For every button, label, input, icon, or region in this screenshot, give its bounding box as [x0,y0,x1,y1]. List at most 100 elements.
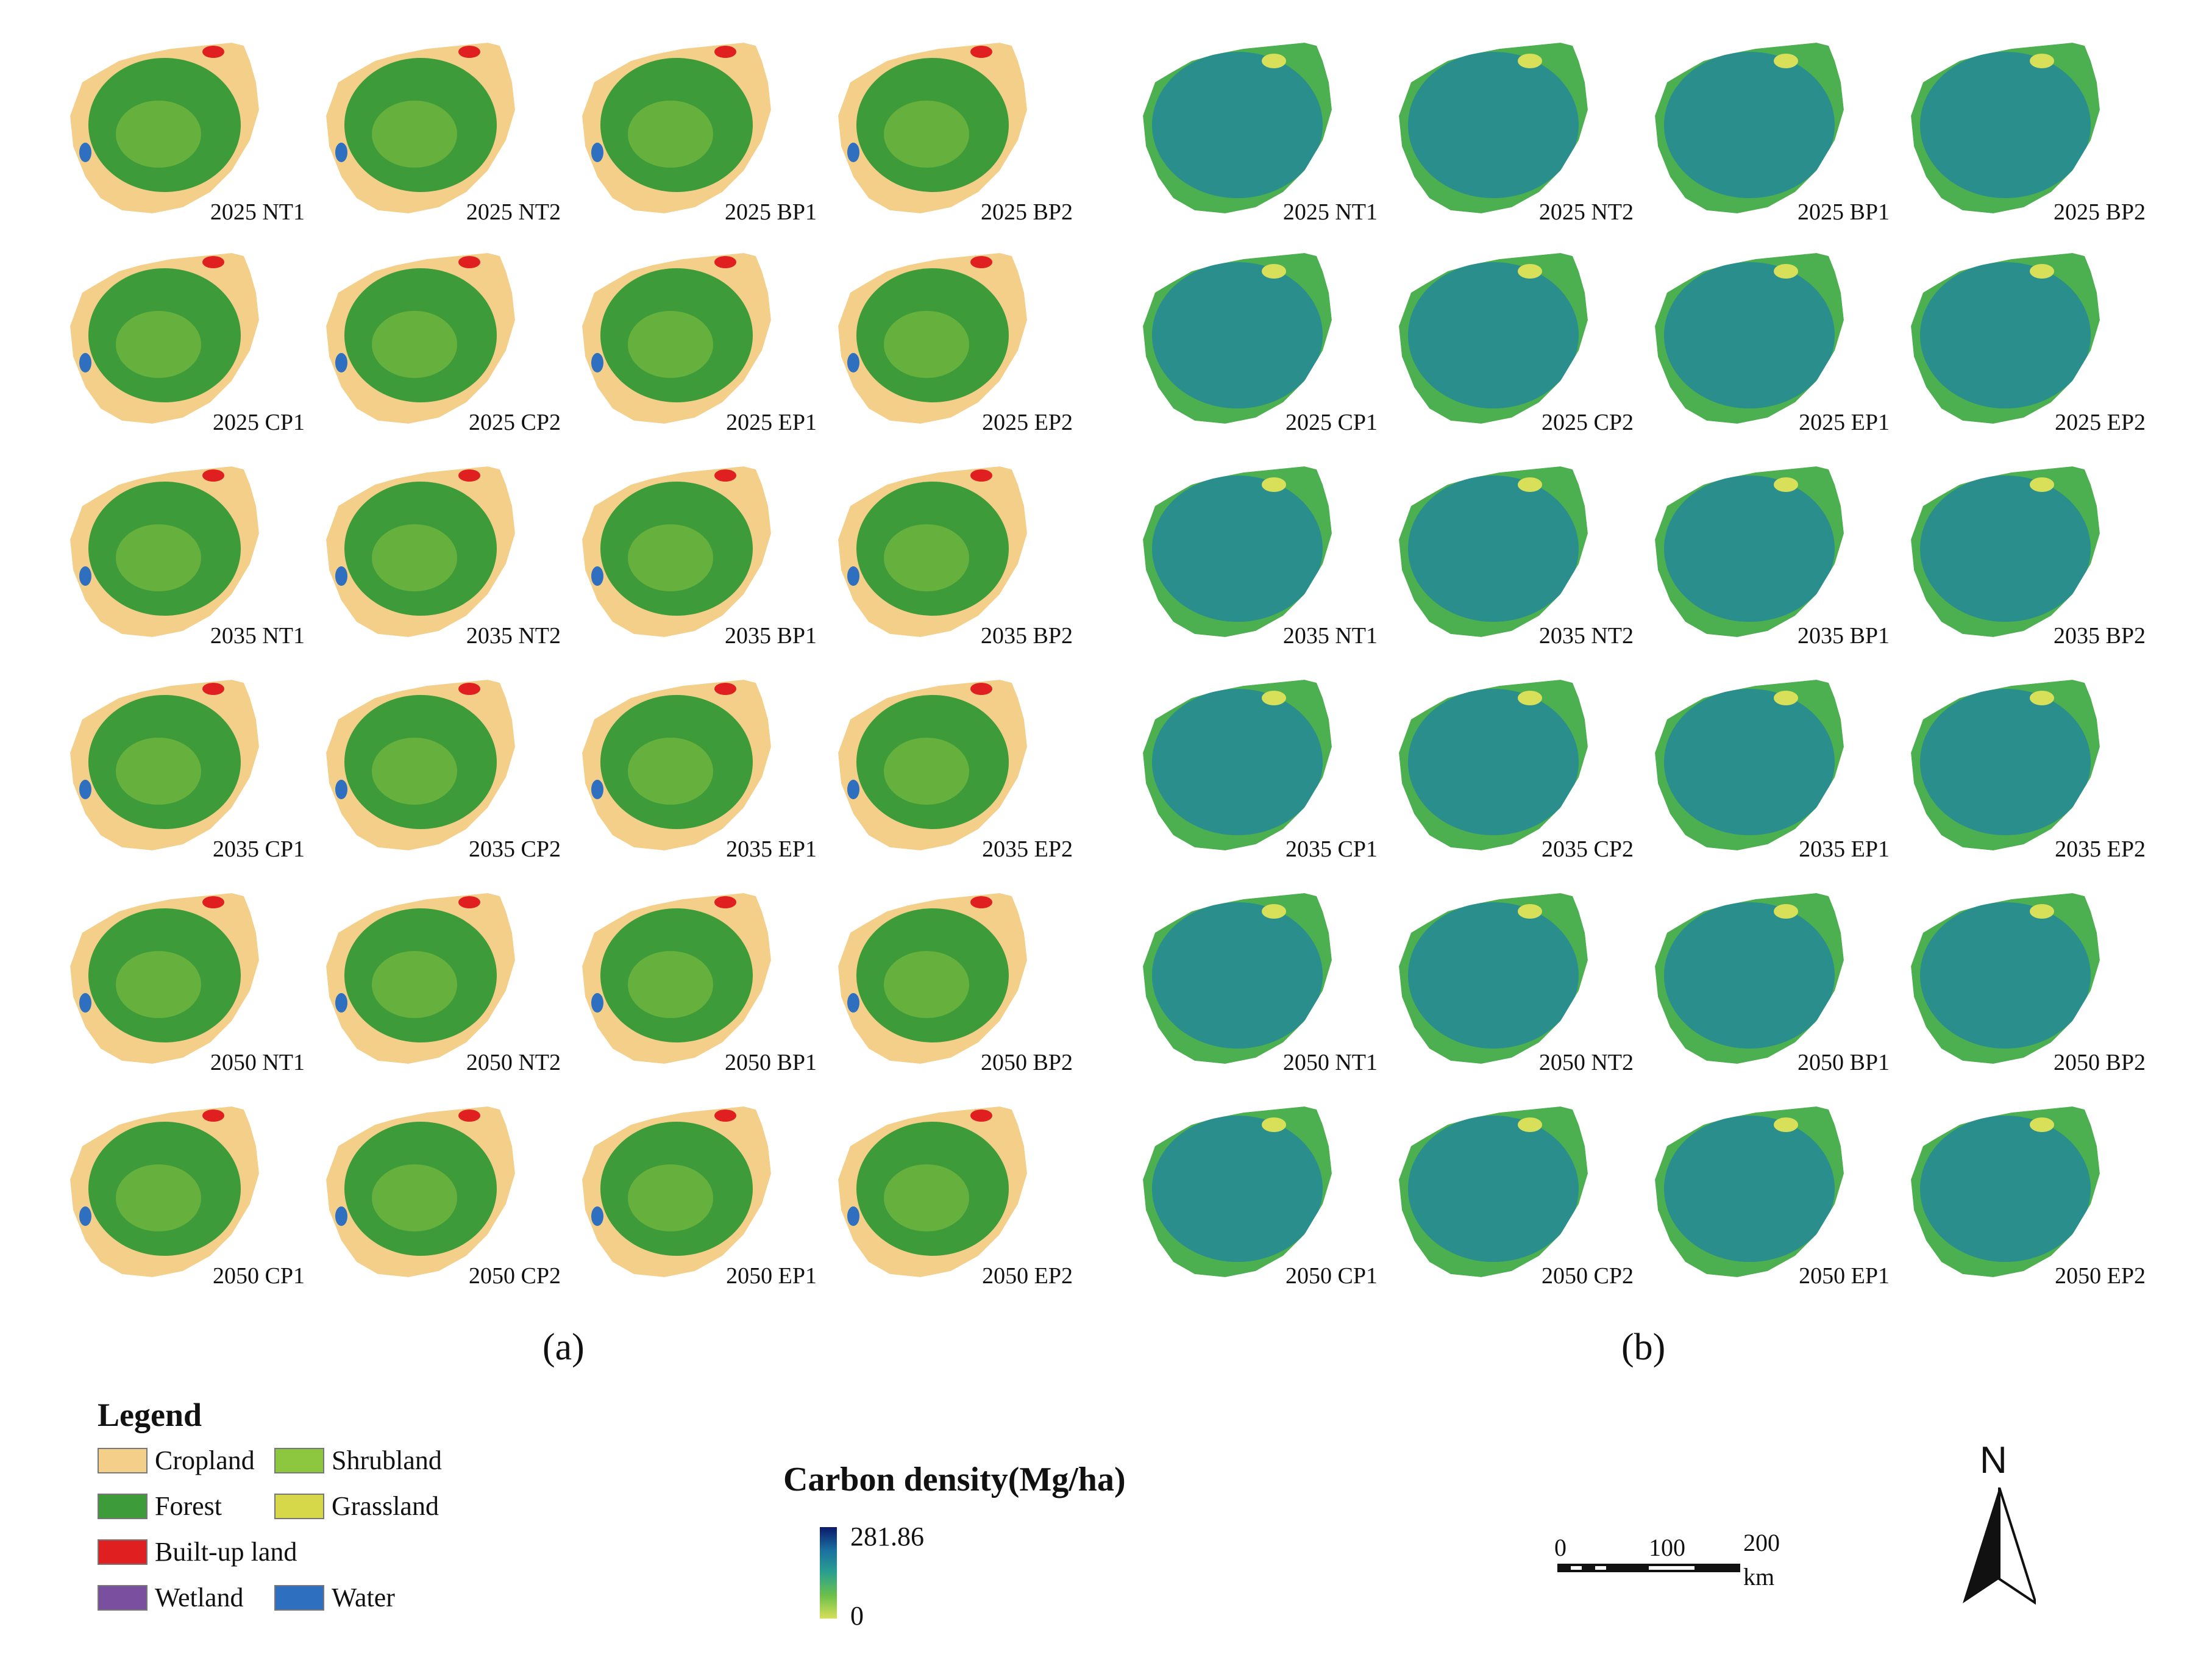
carbon-density-island-map [1911,253,2100,424]
carbon-density-map-cell: 2035 BP2 [1890,448,2146,655]
builtup-swatch [98,1539,148,1565]
land-use-island-map [326,253,515,424]
land-use-map-caption: 2035 CP1 [213,836,305,862]
land-use-island-map [326,43,515,213]
legend-item-builtup: Built-up land [98,1536,297,1567]
carbon-density-map-caption: 2025 BP1 [1798,199,1890,225]
land-use-map-cell: 2025 NT2 [305,24,561,232]
carbon-density-map-cell: 2050 EP2 [1890,1088,2146,1295]
carbon-density-island-map [1143,466,1332,637]
carbon-density-map-cell: 2035 CP2 [1378,661,1634,869]
land-use-map-caption: 2035 EP1 [726,836,817,862]
carbon-density-map-caption: 2050 NT1 [1282,1050,1378,1075]
carbon-density-map-cell: 2035 NT2 [1378,448,1634,655]
carbon-density-map-caption: 2050 CP1 [1286,1263,1378,1289]
carbon-density-map-cell: 2050 BP1 [1634,875,1890,1082]
land-use-island-map [582,43,771,213]
land-use-island-map [326,1106,515,1277]
carbon-density-island-map [1143,253,1332,424]
carbon-legend-title: Carbon density(Mg/ha) [783,1461,1126,1498]
carbon-min-label: 0 [850,1601,864,1631]
carbon-density-map-cell: 2050 NT1 [1122,875,1378,1082]
land-use-island-map [582,680,771,850]
panel-a-label: (a) [542,1327,585,1368]
land-use-map-cell: 2025 CP2 [305,235,561,442]
land-use-island-map [838,466,1027,637]
carbon-density-map-caption: 2025 NT2 [1538,199,1634,225]
carbon-density-island-map [1911,1106,2100,1277]
carbon-density-map-cell: 2035 EP2 [1890,661,2146,869]
carbon-density-map-cell: 2035 CP1 [1122,661,1378,869]
carbon-density-island-map [1143,680,1332,850]
legend-item-grassland: Grassland [274,1491,439,1522]
carbon-density-map-cell: 2035 EP1 [1634,661,1890,869]
scale-bar: 0 100 200 km [1554,1529,1810,1606]
land-use-legend: Legend Cropland Shrubland Forest Grassla… [98,1396,536,1640]
carbon-density-island-map [1655,253,1844,424]
carbon-density-map-caption: 2050 BP2 [2054,1050,2146,1075]
land-use-map-caption: 2035 BP2 [981,623,1073,649]
shrubland-swatch [274,1447,324,1473]
land-use-map-caption: 2025 BP1 [725,199,817,225]
carbon-density-map-cell: 2025 NT1 [1122,24,1378,232]
land-use-map-cell: 2050 NT1 [49,875,305,1082]
land-use-island-map [582,466,771,637]
legend-label: Grassland [332,1491,439,1521]
cropland-swatch [98,1447,148,1473]
carbon-density-island-map [1399,680,1588,850]
carbon-density-map-cell: 2035 NT1 [1122,448,1378,655]
land-use-map-caption: 2025 NT2 [466,199,561,225]
carbon-color-ramp [820,1527,837,1619]
land-use-map-caption: 2035 CP2 [469,836,561,862]
land-use-map-cell: 2035 NT2 [305,448,561,655]
carbon-density-island-map [1399,1106,1588,1277]
carbon-density-island-map [1143,1106,1332,1277]
legend-item-cropland: Cropland [98,1445,255,1476]
panel-b-label: (b) [1621,1327,1666,1368]
grassland-swatch [274,1493,324,1519]
carbon-density-map-cell: 2050 CP1 [1122,1088,1378,1295]
legend-item-forest: Forest [98,1491,222,1522]
carbon-density-map-caption: 2025 CP2 [1542,410,1634,435]
land-use-map-cell: 2050 BP1 [561,875,817,1082]
scale-tick-100: 100 [1649,1534,1685,1561]
scale-bar-graphic [1557,1564,1740,1572]
land-use-island-map [582,253,771,424]
land-use-map-caption: 2035 NT2 [466,623,561,649]
land-use-map-cell: 2035 BP2 [817,448,1073,655]
carbon-density-map-cell: 2050 CP2 [1378,1088,1634,1295]
legend-label: Water [332,1583,395,1612]
carbon-density-map-caption: 2035 BP1 [1798,623,1890,649]
land-use-map-cell: 2035 EP2 [817,661,1073,869]
carbon-density-map-caption: 2050 BP1 [1798,1050,1890,1075]
land-use-island-map [70,1106,259,1277]
carbon-density-map-cell: 2050 EP1 [1634,1088,1890,1295]
land-use-map-cell: 2025 BP2 [817,24,1073,232]
land-use-map-caption: 2050 BP1 [725,1050,817,1075]
carbon-density-map-caption: 2025 NT1 [1282,199,1378,225]
forest-swatch [98,1493,148,1519]
land-use-island-map [70,253,259,424]
carbon-density-map-caption: 2035 CP2 [1542,836,1634,862]
legend-label: Cropland [155,1445,255,1475]
land-use-island-map [70,893,259,1064]
land-use-map-caption: 2025 EP1 [726,410,817,435]
land-use-island-map [326,680,515,850]
land-use-map-caption: 2035 EP2 [982,836,1073,862]
land-use-island-map [838,253,1027,424]
carbon-max-label: 281.86 [850,1522,924,1551]
water-swatch [274,1584,324,1611]
land-use-map-caption: 2025 BP2 [981,199,1073,225]
wetland-swatch [98,1584,148,1611]
land-use-map-cell: 2050 NT2 [305,875,561,1082]
land-use-map-caption: 2050 CP2 [469,1263,561,1289]
carbon-density-island-map [1655,893,1844,1064]
land-use-map-cell: 2035 BP1 [561,448,817,655]
carbon-density-map-caption: 2035 EP2 [2055,836,2146,862]
carbon-density-island-map [1655,1106,1844,1277]
land-use-map-caption: 2035 BP1 [725,623,817,649]
land-use-map-caption: 2050 CP1 [213,1263,305,1289]
carbon-density-map-cell: 2025 CP1 [1122,235,1378,442]
land-use-map-caption: 2050 EP1 [726,1263,817,1289]
panel-b-carbon-density-maps: 2025 NT1 2025 NT2 2025 BP1 2025 BP2 2025 CP1… [1122,24,2170,1298]
